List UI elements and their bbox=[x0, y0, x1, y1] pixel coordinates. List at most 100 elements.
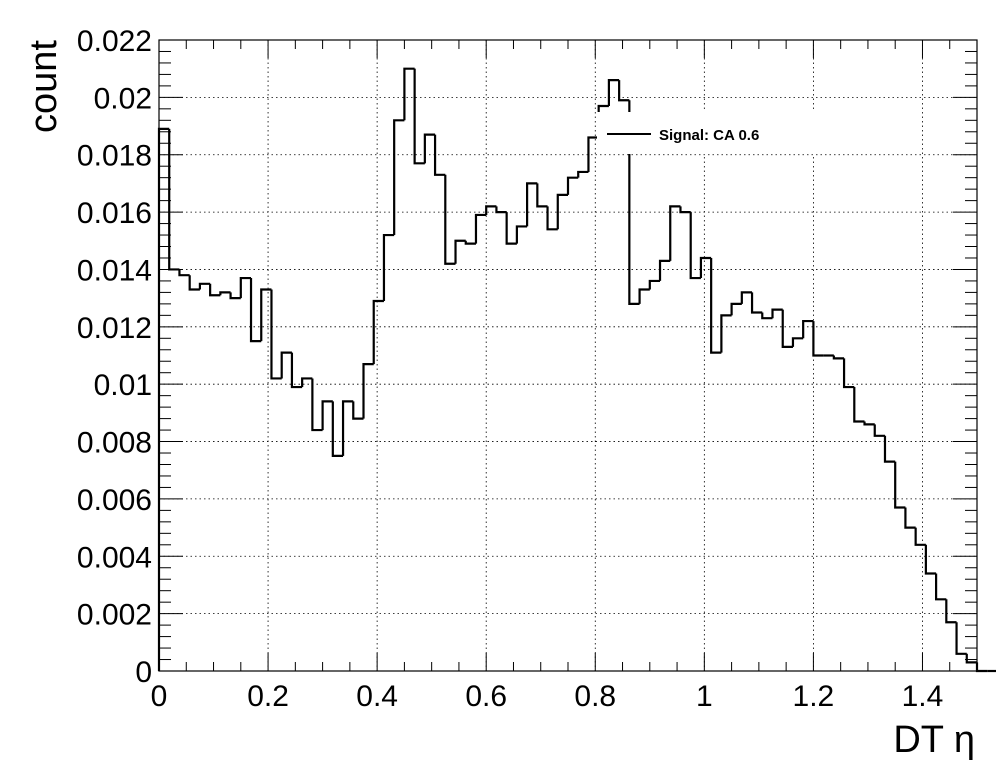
y-tick-label: 0.014 bbox=[77, 254, 152, 287]
histogram-bin bbox=[372, 299, 384, 365]
histogram-bin bbox=[924, 544, 937, 575]
x-tick-label: 0 bbox=[151, 680, 168, 713]
histogram-bin bbox=[669, 205, 681, 261]
histogram-bin bbox=[842, 358, 855, 389]
histogram-bin bbox=[689, 212, 701, 280]
y-tick-label: 0.012 bbox=[77, 312, 152, 345]
histogram-bin bbox=[577, 170, 589, 178]
histogram-bin bbox=[433, 134, 446, 176]
x-tick-label: 0.4 bbox=[356, 680, 398, 713]
ticks-layer bbox=[158, 39, 977, 672]
y-axis-label: count bbox=[23, 40, 65, 133]
histogram-bin bbox=[311, 378, 323, 432]
histogram-bin bbox=[321, 400, 333, 431]
histogram-bin bbox=[863, 421, 875, 426]
histogram-bin bbox=[802, 319, 814, 339]
histogram-bin bbox=[423, 133, 436, 164]
x-tick-label: 0.2 bbox=[247, 680, 289, 713]
histogram-bin bbox=[249, 278, 262, 343]
histogram-bin bbox=[873, 424, 885, 437]
histogram-bin bbox=[536, 183, 548, 208]
histogram-bin bbox=[587, 136, 599, 172]
histogram-bin bbox=[720, 314, 732, 353]
histogram-bin bbox=[505, 212, 517, 245]
x-tick-label: 1.4 bbox=[902, 680, 944, 713]
histogram-bin bbox=[280, 351, 292, 379]
histogram-bin bbox=[485, 205, 497, 215]
histogram-bin bbox=[945, 599, 957, 624]
histogram-bin bbox=[454, 239, 466, 264]
histogram-bin bbox=[618, 80, 630, 102]
y-tick-label: 0.004 bbox=[77, 541, 152, 574]
histogram-bin bbox=[341, 400, 354, 456]
histogram-bin bbox=[464, 240, 476, 245]
histogram-bin bbox=[935, 573, 947, 601]
histogram-bin bbox=[546, 206, 558, 231]
histogram-bin bbox=[710, 257, 722, 354]
histogram-layer bbox=[157, 67, 996, 673]
histogram-bin bbox=[832, 355, 845, 360]
histogram-bin bbox=[331, 401, 344, 457]
histogram-bin bbox=[730, 302, 742, 316]
histogram-bin bbox=[352, 401, 364, 420]
histogram-bin bbox=[648, 279, 661, 290]
histogram-bin bbox=[894, 461, 906, 509]
histogram-bin bbox=[761, 312, 773, 320]
y-tick-label: 0.018 bbox=[77, 140, 152, 173]
plot-frame bbox=[158, 39, 978, 672]
legend: Signal: CA 0.6 bbox=[597, 112, 845, 154]
histogram-bin bbox=[883, 435, 896, 463]
y-tick-label: 0.016 bbox=[77, 197, 152, 230]
y-tick-label: 0.01 bbox=[94, 369, 152, 402]
histogram-bin bbox=[444, 174, 456, 265]
histogram-bin bbox=[495, 206, 507, 214]
histogram-bin bbox=[904, 507, 916, 529]
y-tick-label: 0.002 bbox=[77, 599, 152, 632]
histogram-bin bbox=[965, 653, 977, 664]
histogram-bin bbox=[239, 276, 252, 299]
histogram-bin bbox=[474, 213, 487, 244]
histogram-bin bbox=[526, 182, 538, 227]
histogram-bin bbox=[219, 291, 231, 296]
histogram-bin bbox=[812, 321, 824, 357]
histogram-bin bbox=[209, 283, 221, 297]
histogram-bin bbox=[699, 256, 712, 279]
y-tick-label: 0.02 bbox=[94, 82, 152, 115]
histogram-bin bbox=[638, 288, 650, 304]
histogram-bin bbox=[413, 68, 425, 165]
histogram-bin bbox=[168, 128, 180, 271]
histogram-bin bbox=[679, 206, 691, 214]
histogram-bin bbox=[260, 288, 272, 342]
histogram-bin bbox=[914, 527, 926, 546]
x-axis-label: DT η bbox=[893, 719, 975, 761]
x-tick-label: 0.8 bbox=[574, 680, 616, 713]
histogram-bin bbox=[178, 269, 190, 277]
histogram-bin bbox=[393, 119, 405, 236]
histogram-bin bbox=[566, 176, 579, 195]
histogram-bin bbox=[515, 225, 528, 244]
x-tick-label: 0.6 bbox=[465, 680, 507, 713]
histogram-bin bbox=[301, 377, 313, 388]
histogram-bin bbox=[607, 79, 620, 106]
histogram-bin bbox=[556, 193, 568, 230]
y-tick-label: 0.022 bbox=[77, 25, 152, 58]
histogram-bin bbox=[270, 289, 282, 380]
histogram-bin bbox=[853, 387, 865, 423]
histogram-bin bbox=[382, 233, 395, 301]
y-tick-label: 0.006 bbox=[77, 484, 152, 517]
y-tick-labels: 0 0.002 0.004 0.006 0.008 0.01 0.012 0.014 0.016… bbox=[77, 25, 152, 689]
histogram-bin bbox=[740, 291, 753, 304]
x-tick-label: 1 bbox=[696, 680, 713, 713]
histogram-bin bbox=[771, 308, 783, 319]
histogram-bin bbox=[628, 100, 640, 305]
histogram-bin bbox=[791, 337, 804, 347]
histogram-bin bbox=[750, 292, 763, 314]
histogram-bin bbox=[198, 282, 211, 290]
x-tick-labels: 0 0.2 0.4 0.6 0.8 1 1.2 1.4 bbox=[151, 680, 944, 713]
y-tick-label: 0.008 bbox=[77, 427, 152, 460]
legend-entry-label: Signal: CA 0.6 bbox=[659, 127, 759, 144]
histogram-bin bbox=[781, 309, 793, 348]
histogram-bin bbox=[362, 363, 374, 419]
histogram-bin bbox=[955, 622, 967, 655]
